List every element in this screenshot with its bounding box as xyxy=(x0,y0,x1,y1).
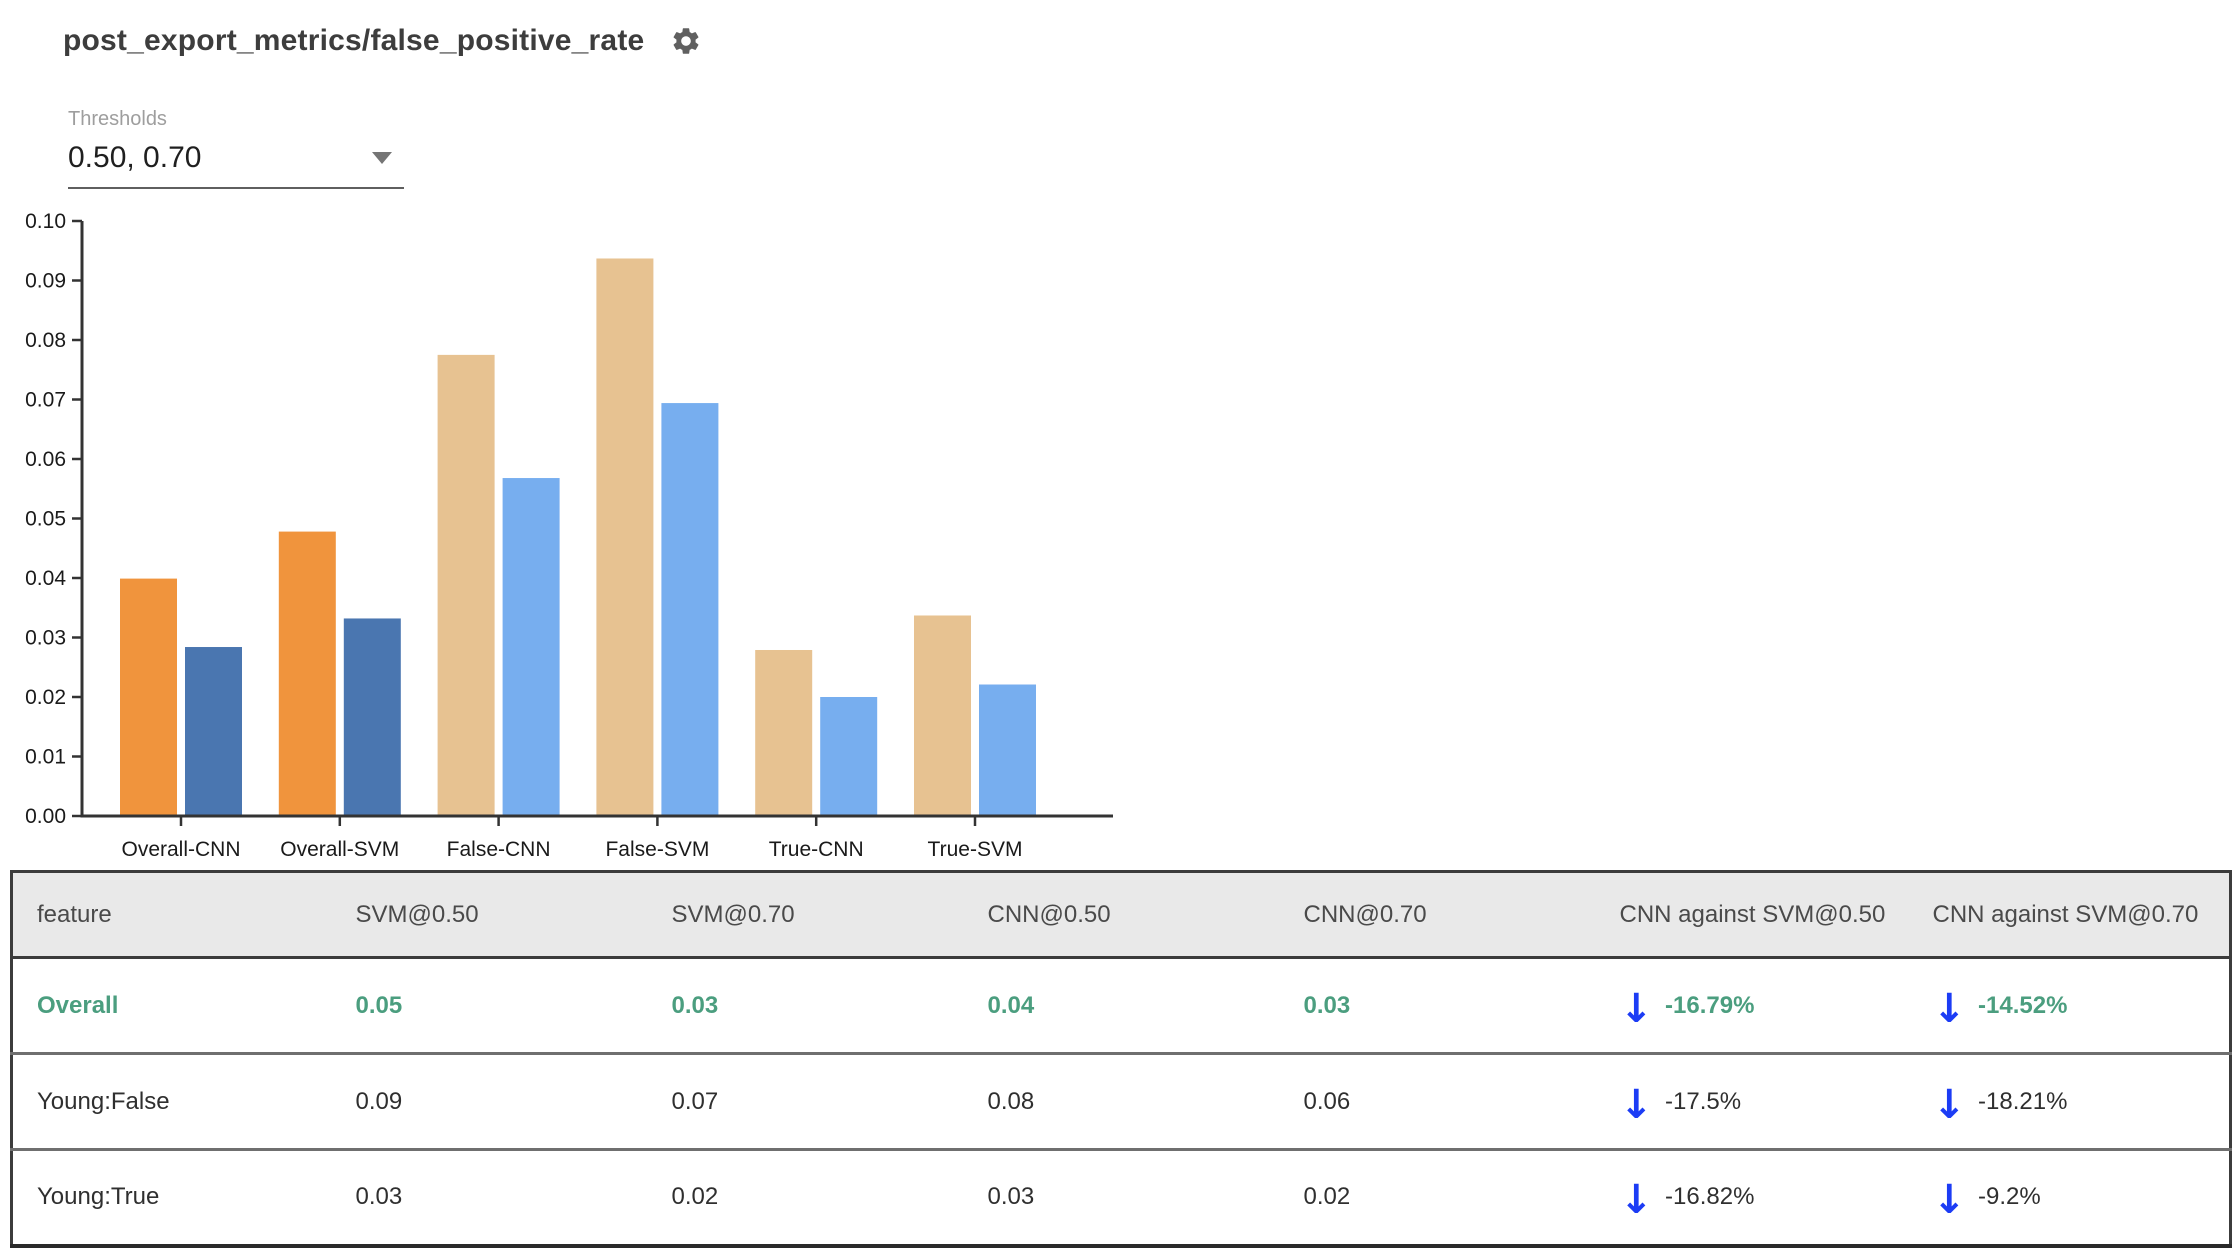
bar-Overall-CNN@0.70[interactable] xyxy=(185,647,242,816)
x-axis-label: True-SVM xyxy=(928,838,1023,861)
bar-False-CNN@0.70[interactable] xyxy=(502,478,560,816)
feature-cell: Young:True xyxy=(11,1149,332,1248)
value-cell: 0.03 xyxy=(963,1149,1280,1248)
value-cell: 0.03 xyxy=(1279,957,1596,1055)
x-axis-label: Overall-CNN xyxy=(121,838,240,861)
delta-value: -18.21% xyxy=(1978,1087,2068,1115)
col-header-cnn-vs-svm50: CNN against SVM@0.50 xyxy=(1595,871,1909,959)
y-axis-label: 0.00 xyxy=(25,805,66,828)
y-axis-label: 0.05 xyxy=(25,508,66,531)
x-axis-label: False-CNN xyxy=(447,838,551,861)
y-axis-label: 0.09 xyxy=(25,270,66,293)
down-arrow-icon: ↓ xyxy=(1932,1081,1967,1128)
delta-value: -9.2% xyxy=(1978,1183,2041,1211)
table-row-young-false: Young:False 0.09 0.07 0.08 0.06 ↓ -17.5%… xyxy=(11,1053,2231,1151)
col-header-feature: feature xyxy=(11,871,332,959)
delta-value: -16.79% xyxy=(1665,991,1755,1019)
feature-cell: Overall xyxy=(11,957,332,1055)
delta-value: -17.5% xyxy=(1665,1087,1742,1115)
dropdown-arrow-icon xyxy=(372,152,392,164)
value-cell: 0.06 xyxy=(1279,1053,1596,1151)
y-axis-label: 0.07 xyxy=(25,389,66,412)
bar-False-SVM@0.50[interactable] xyxy=(596,258,654,816)
y-axis-label: 0.02 xyxy=(25,686,66,709)
thresholds-value: 0.50, 0.70 xyxy=(68,141,202,174)
delta-cell: ↓ -16.79% xyxy=(1595,957,1909,1055)
bar-Overall-SVM@0.50[interactable] xyxy=(278,531,336,816)
y-axis-label: 0.08 xyxy=(25,329,66,352)
metric-title: post_export_metrics/false_positive_rate xyxy=(63,24,645,57)
value-cell: 0.08 xyxy=(963,1053,1280,1151)
table-row-overall: Overall 0.05 0.03 0.04 0.03 ↓ -16.79% ↓ … xyxy=(11,957,2231,1055)
metric-header: post_export_metrics/false_positive_rate xyxy=(63,24,702,58)
bar-True-SVM@0.50[interactable] xyxy=(914,615,971,816)
thresholds-control: Thresholds 0.50, 0.70 xyxy=(68,108,404,189)
delta-cell: ↓ -16.82% xyxy=(1595,1149,1909,1248)
value-cell: 0.05 xyxy=(331,957,648,1055)
x-axis-label: False-SVM xyxy=(605,838,709,861)
value-cell: 0.02 xyxy=(1279,1149,1596,1248)
value-cell: 0.04 xyxy=(963,957,1280,1055)
delta-cell: ↓ -9.2% xyxy=(1908,1149,2231,1248)
table-row-young-true: Young:True 0.03 0.02 0.03 0.02 ↓ -16.82%… xyxy=(11,1149,2231,1248)
value-cell: 0.09 xyxy=(331,1053,648,1151)
feature-cell: Young:False xyxy=(11,1053,332,1151)
value-cell: 0.07 xyxy=(647,1053,964,1151)
y-axis-label: 0.03 xyxy=(25,627,66,650)
x-axis-label: True-CNN xyxy=(769,838,864,861)
delta-cell: ↓ -18.21% xyxy=(1908,1053,2231,1151)
bar-False-SVM@0.70[interactable] xyxy=(661,403,719,816)
bar-True-CNN@0.50[interactable] xyxy=(755,649,813,816)
col-header-svm70: SVM@0.70 xyxy=(647,871,964,959)
col-header-cnn50: CNN@0.50 xyxy=(963,871,1280,959)
thresholds-label: Thresholds xyxy=(68,108,167,130)
bar-chart: 0.00 0.01 0.02 0.03 0.04 0.05 0.06 0.07 0.08 0.09… xyxy=(25,210,1113,861)
bar-False-CNN@0.50[interactable] xyxy=(437,354,495,816)
col-header-svm50: SVM@0.50 xyxy=(331,871,648,959)
col-header-cnn-vs-svm70: CNN against SVM@0.70 xyxy=(1908,871,2231,959)
x-axis-label: Overall-SVM xyxy=(280,838,399,861)
bar-True-CNN@0.70[interactable] xyxy=(820,697,878,816)
delta-cell: ↓ -17.5% xyxy=(1595,1053,1909,1151)
value-cell: 0.03 xyxy=(331,1149,648,1248)
y-axis-label: 0.06 xyxy=(25,448,66,471)
bar-True-SVM@0.70[interactable] xyxy=(979,684,1036,816)
down-arrow-icon: ↓ xyxy=(1932,1177,1967,1224)
y-axis-label: 0.04 xyxy=(25,567,66,590)
metrics-table: feature SVM@0.50 SVM@0.70 CNN@0.50 CNN@0… xyxy=(10,870,2232,1248)
value-cell: 0.02 xyxy=(647,1149,964,1248)
value-cell: 0.03 xyxy=(647,957,964,1055)
table-header-row: feature SVM@0.50 SVM@0.70 CNN@0.50 CNN@0… xyxy=(11,871,2231,959)
delta-value: -14.52% xyxy=(1978,991,2068,1019)
y-axis-label: 0.10 xyxy=(25,210,66,233)
down-arrow-icon: ↓ xyxy=(1619,1081,1654,1128)
settings-gear-icon[interactable] xyxy=(670,25,702,57)
down-arrow-icon: ↓ xyxy=(1619,1177,1654,1224)
delta-cell: ↓ -14.52% xyxy=(1908,957,2231,1055)
down-arrow-icon: ↓ xyxy=(1619,985,1654,1032)
down-arrow-icon: ↓ xyxy=(1932,985,1967,1032)
bar-Overall-SVM@0.70[interactable] xyxy=(343,618,401,816)
col-header-cnn70: CNN@0.70 xyxy=(1279,871,1596,959)
thresholds-select[interactable]: 0.50, 0.70 xyxy=(68,141,404,189)
bar-Overall-CNN@0.50[interactable] xyxy=(120,578,177,816)
y-axis-label: 0.01 xyxy=(25,746,66,769)
delta-value: -16.82% xyxy=(1665,1183,1755,1211)
